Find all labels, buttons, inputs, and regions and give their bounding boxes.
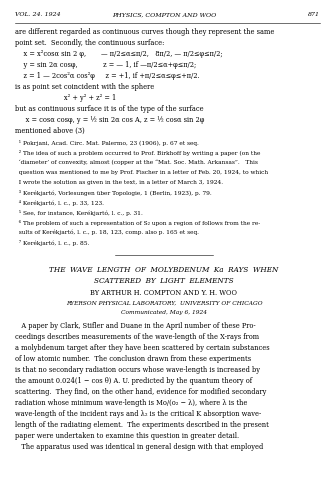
Text: RYERSON PHYSICAL LABORATORY,  UNIVERSITY OF CHICAGO: RYERSON PHYSICAL LABORATORY, UNIVERSITY … xyxy=(66,300,262,305)
Text: THE  WAVE  LENGTH  OF  MOLYBDENUM  Ka  RAYS  WHEN: THE WAVE LENGTH OF MOLYBDENUM Ka RAYS WH… xyxy=(49,266,279,274)
Text: wave-length of the incident rays and λ₂ is the critical K absorption wave-: wave-length of the incident rays and λ₂ … xyxy=(15,410,261,418)
Text: mentioned above (3): mentioned above (3) xyxy=(15,126,85,134)
Text: ¹ Pokrjani, Acad. Circ. Mat. Palermo, 23 (1906), p. 67 et seq.: ¹ Pokrjani, Acad. Circ. Mat. Palermo, 23… xyxy=(15,140,199,146)
Text: scattering.  They find, on the other hand, evidence for modified secondary: scattering. They find, on the other hand… xyxy=(15,388,266,396)
Text: ² The idea of such a problem occurred to Prof. Birkhoff by writing a paper (on t: ² The idea of such a problem occurred to… xyxy=(15,150,260,156)
Text: ‘diameter’ of convexity, almost (copper at the “Mat. Soc. Math. Arkansas”.   Thi: ‘diameter’ of convexity, almost (copper … xyxy=(15,160,257,166)
Text: sults of Kerékjartó, l. c., p. 18, 123, comp. also p. 165 et seq.: sults of Kerékjartó, l. c., p. 18, 123, … xyxy=(15,230,199,235)
Text: x = cosα cosφ, y = ½ sin 2α cos A, z = ½ cosα sin 2φ: x = cosα cosφ, y = ½ sin 2α cos A, z = ½… xyxy=(15,116,204,124)
Text: ⁴ Kerékjartó, l. c., p. 33, 123.: ⁴ Kerékjartó, l. c., p. 33, 123. xyxy=(15,200,104,206)
Text: question was mentioned to me by Prof. Fischer in a letter of Feb. 20, 1924, to w: question was mentioned to me by Prof. Fi… xyxy=(15,170,268,175)
Text: of low atomic number.  The conclusion drawn from these experiments: of low atomic number. The conclusion dra… xyxy=(15,355,251,363)
Text: A paper by Clark, Stifler and Duane in the April number of these Pro-: A paper by Clark, Stifler and Duane in t… xyxy=(15,322,256,330)
Text: BY ARTHUR H. COMPTON AND Y. H. WOO: BY ARTHUR H. COMPTON AND Y. H. WOO xyxy=(91,289,237,297)
Text: radiation whose minimum wave-length is Mo/(o₂ − λ), where λ is the: radiation whose minimum wave-length is M… xyxy=(15,399,247,407)
Text: is as point set coincident with the sphere: is as point set coincident with the sphe… xyxy=(15,82,154,90)
Text: x² + y² + z² = 1: x² + y² + z² = 1 xyxy=(15,94,116,102)
Text: length of the radiating element.  The experiments described in the present: length of the radiating element. The exp… xyxy=(15,421,269,429)
Text: ceedings describes measurements of the wave-length of the X-rays from: ceedings describes measurements of the w… xyxy=(15,333,259,341)
Text: ⁶ The problem of such a representation of S₂ upon a region of follows from the r: ⁶ The problem of such a representation o… xyxy=(15,220,260,226)
Text: paper were undertaken to examine this question in greater detail.: paper were undertaken to examine this qu… xyxy=(15,432,239,440)
Text: but as continuous surface it is of the type of the surface: but as continuous surface it is of the t… xyxy=(15,104,203,112)
Text: the amount 0.024(1 − cos θ) A. U. predicted by the quantum theory of: the amount 0.024(1 − cos θ) A. U. predic… xyxy=(15,377,252,385)
Text: are different regarded as continuous curves though they represent the same: are different regarded as continuous cur… xyxy=(15,28,274,36)
Text: The apparatus used was identical in general design with that employed: The apparatus used was identical in gene… xyxy=(15,443,263,451)
Text: 871: 871 xyxy=(308,12,320,18)
Text: PHYSICS, COMPTON AND WOO: PHYSICS, COMPTON AND WOO xyxy=(112,12,216,18)
Text: z = 1 — 2cos²α cos²φ     z = +1, if +π/2≤α≤φ≤+π/2.: z = 1 — 2cos²α cos²φ z = +1, if +π/2≤α≤φ… xyxy=(15,72,199,80)
Text: point set.  Secondly, the continuous surface:: point set. Secondly, the continuous surf… xyxy=(15,38,164,46)
Text: I wrote the solution as given in the text, in a letter of March 3, 1924.: I wrote the solution as given in the tex… xyxy=(15,180,223,185)
Text: y = sin 2α cosφ,            z = — 1, if —π/2≤α+φ≤π/2;: y = sin 2α cosφ, z = — 1, if —π/2≤α+φ≤π/… xyxy=(15,60,196,68)
Text: a molybdenum target after they have been scattered by certain substances: a molybdenum target after they have been… xyxy=(15,344,269,352)
Text: VOL. 24. 1924: VOL. 24. 1924 xyxy=(15,12,60,18)
Text: Communicated, May 6, 1924: Communicated, May 6, 1924 xyxy=(121,310,207,315)
Text: x = x²cosα sin 2 φ,       — π/2≤α≤π/2,   8π/2, — π/2≤φ≤π/2;: x = x²cosα sin 2 φ, — π/2≤α≤π/2, 8π/2, —… xyxy=(15,50,222,58)
Text: ³ Kerékjartó, Vorlesungen über Topologie, 1 (Berlin, 1923), p. 79.: ³ Kerékjartó, Vorlesungen über Topologie… xyxy=(15,190,212,196)
Text: ⁵ See, for instance, Kerékjartó, l. c., p. 31.: ⁵ See, for instance, Kerékjartó, l. c., … xyxy=(15,210,143,216)
Text: is that no secondary radiation occurs whose wave-length is increased by: is that no secondary radiation occurs wh… xyxy=(15,366,260,374)
Text: ⁷ Kerékjartó, l. c., p. 85.: ⁷ Kerékjartó, l. c., p. 85. xyxy=(15,240,89,246)
Text: SCATTERED  BY  LIGHT  ELEMENTS: SCATTERED BY LIGHT ELEMENTS xyxy=(94,277,234,285)
